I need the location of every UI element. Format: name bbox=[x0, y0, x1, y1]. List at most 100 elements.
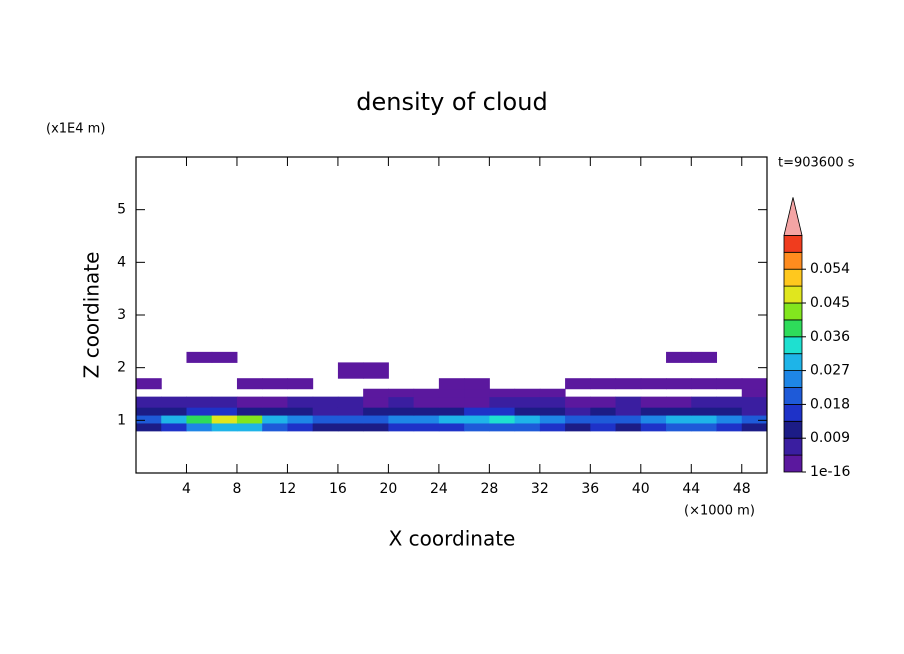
contour-cell bbox=[337, 362, 364, 379]
colorbar-band bbox=[783, 268, 803, 287]
x-axis-label: X coordinate bbox=[389, 527, 516, 551]
colorbar-band bbox=[783, 336, 803, 355]
colorbar-band bbox=[783, 437, 803, 456]
x-tick-label: 48 bbox=[733, 481, 751, 497]
contour-cell bbox=[514, 388, 541, 398]
x-tick-label: 8 bbox=[232, 481, 241, 497]
x-tick-label: 36 bbox=[581, 481, 599, 497]
contour-cell bbox=[464, 407, 490, 416]
x-tick-label: 4 bbox=[182, 481, 191, 497]
contour-cell bbox=[489, 415, 516, 424]
contour-cell bbox=[741, 378, 768, 390]
contour-cell bbox=[666, 422, 692, 432]
contour-cell bbox=[615, 422, 642, 432]
contour-cell bbox=[438, 396, 465, 408]
contour-cell bbox=[413, 396, 440, 408]
colorbar-tick-label: 0.045 bbox=[810, 295, 850, 311]
contour-cell bbox=[287, 415, 314, 424]
contour-cell bbox=[413, 407, 440, 416]
y-tick-label: 5 bbox=[117, 202, 126, 218]
contour-cell bbox=[413, 415, 440, 424]
x-tick-label: 40 bbox=[632, 481, 650, 497]
colorbar-tick-label: 0.018 bbox=[810, 396, 850, 412]
contour-cell bbox=[312, 422, 339, 432]
chart-title: density of cloud bbox=[356, 88, 547, 116]
contour-cell bbox=[691, 415, 718, 424]
contour-cell bbox=[489, 396, 516, 408]
contour-cell bbox=[186, 415, 213, 424]
contour-cell bbox=[464, 378, 490, 390]
contour-cell bbox=[262, 407, 288, 416]
contour-cell bbox=[590, 415, 617, 424]
contour-cell bbox=[565, 407, 591, 416]
contour-cell bbox=[741, 396, 768, 408]
contour-cell bbox=[337, 407, 364, 416]
y-axis-label: Z coordinate bbox=[80, 252, 104, 379]
contour-cell bbox=[590, 422, 617, 432]
contour-cell bbox=[363, 407, 389, 416]
annotation: t=903600 s bbox=[778, 156, 855, 171]
colorbar-tick-label: 0.009 bbox=[810, 430, 850, 446]
contour-cell bbox=[161, 422, 187, 432]
contour-cell bbox=[539, 388, 566, 398]
contour-cell bbox=[590, 396, 617, 408]
colorbar-band bbox=[783, 353, 803, 372]
contour-cell bbox=[211, 351, 238, 363]
x-tick-label: 20 bbox=[379, 481, 397, 497]
contour-cell bbox=[312, 415, 339, 424]
contour-cell bbox=[287, 396, 314, 408]
contour-cell bbox=[514, 407, 541, 416]
contour-cell bbox=[413, 422, 440, 432]
contour-cell bbox=[539, 422, 566, 432]
contour-cell bbox=[363, 362, 389, 379]
y-tick-label: 2 bbox=[117, 360, 126, 376]
contour-cell bbox=[136, 415, 162, 424]
contour-cell bbox=[438, 415, 465, 424]
contour-cell bbox=[489, 422, 516, 432]
contour-cell bbox=[438, 422, 465, 432]
colorbar-tick-label: 1e-16 bbox=[810, 464, 850, 480]
contour-cell bbox=[262, 378, 288, 390]
contour-cell bbox=[337, 422, 364, 432]
contour-cell bbox=[691, 422, 718, 432]
contour-cell bbox=[388, 415, 415, 424]
contour-cell bbox=[161, 396, 187, 408]
contour-cell bbox=[565, 422, 591, 432]
contour-cell bbox=[211, 407, 238, 416]
contour-cell bbox=[741, 407, 768, 416]
contour-cell bbox=[363, 388, 389, 398]
contour-cell bbox=[691, 351, 718, 363]
y-unit: (x1E4 m) bbox=[46, 122, 105, 137]
x-tick-label: 32 bbox=[531, 481, 549, 497]
contour-cell bbox=[691, 378, 718, 390]
contour-cell bbox=[287, 422, 314, 432]
contour-cell bbox=[287, 407, 314, 416]
contour-cell bbox=[337, 415, 364, 424]
contour-cell bbox=[716, 407, 743, 416]
contour-cell bbox=[640, 378, 667, 390]
x-tick-label: 44 bbox=[682, 481, 700, 497]
contour-cell bbox=[211, 415, 238, 424]
colorbar-over bbox=[783, 197, 803, 236]
contour-cell bbox=[666, 407, 692, 416]
x-tick-label: 16 bbox=[329, 481, 347, 497]
colorbar-band bbox=[783, 234, 803, 253]
contour-cell bbox=[312, 407, 339, 416]
contour-cell bbox=[161, 415, 187, 424]
contour-cell bbox=[211, 422, 238, 432]
contour-cell bbox=[615, 396, 642, 408]
contour-cell bbox=[666, 378, 692, 390]
contour-cell bbox=[640, 415, 667, 424]
contour-cell bbox=[136, 396, 162, 408]
contour-cell bbox=[161, 407, 187, 416]
contour-cell bbox=[388, 407, 415, 416]
contour-cell bbox=[236, 415, 263, 424]
y-tick-label: 1 bbox=[117, 412, 126, 428]
y-tick-label: 4 bbox=[117, 254, 126, 270]
contour-cell bbox=[438, 407, 465, 416]
contour-cell bbox=[741, 388, 768, 398]
contour-cell bbox=[615, 407, 642, 416]
contour-cell bbox=[337, 396, 364, 408]
x-unit: (×1000 m) bbox=[684, 504, 755, 519]
